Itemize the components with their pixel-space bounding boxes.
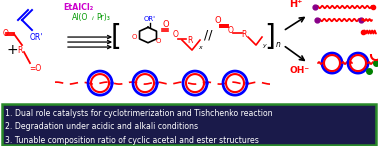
Text: i: i (92, 16, 94, 21)
Text: OR': OR' (30, 33, 43, 42)
Text: 1. Dual role catalysts for cyclotrimerization and Tishchenko reaction: 1. Dual role catalysts for cyclotrimeriz… (5, 109, 272, 118)
Text: 3. Tunable composition ratio of cyclic acetal and ester structures: 3. Tunable composition ratio of cyclic a… (5, 136, 259, 145)
Text: EtAlCl₂: EtAlCl₂ (63, 3, 93, 12)
Text: O: O (155, 38, 161, 44)
Text: R: R (241, 30, 247, 39)
Text: Pr)₃: Pr)₃ (96, 13, 110, 22)
Text: 2. Degradation under acidic and alkali conditions: 2. Degradation under acidic and alkali c… (5, 122, 198, 131)
Text: O: O (173, 30, 179, 39)
Text: O: O (163, 20, 169, 29)
Text: R: R (17, 46, 23, 55)
Text: R: R (187, 36, 193, 45)
Text: //: // (204, 28, 212, 41)
Text: ]: ] (265, 23, 276, 51)
Text: OR': OR' (144, 16, 156, 22)
Text: O: O (131, 34, 137, 40)
Text: =O: =O (29, 64, 41, 73)
Text: Al(O: Al(O (72, 13, 88, 22)
Text: O: O (228, 26, 234, 35)
Text: O: O (215, 16, 221, 25)
FancyBboxPatch shape (2, 104, 376, 145)
Text: O: O (3, 28, 9, 38)
Text: OH⁻: OH⁻ (290, 66, 310, 75)
Text: x: x (198, 45, 202, 50)
Text: +: + (6, 43, 18, 57)
Text: H⁺: H⁺ (289, 0, 303, 9)
Text: n: n (276, 40, 280, 49)
Text: y: y (262, 43, 266, 48)
Text: [: [ (110, 23, 121, 51)
